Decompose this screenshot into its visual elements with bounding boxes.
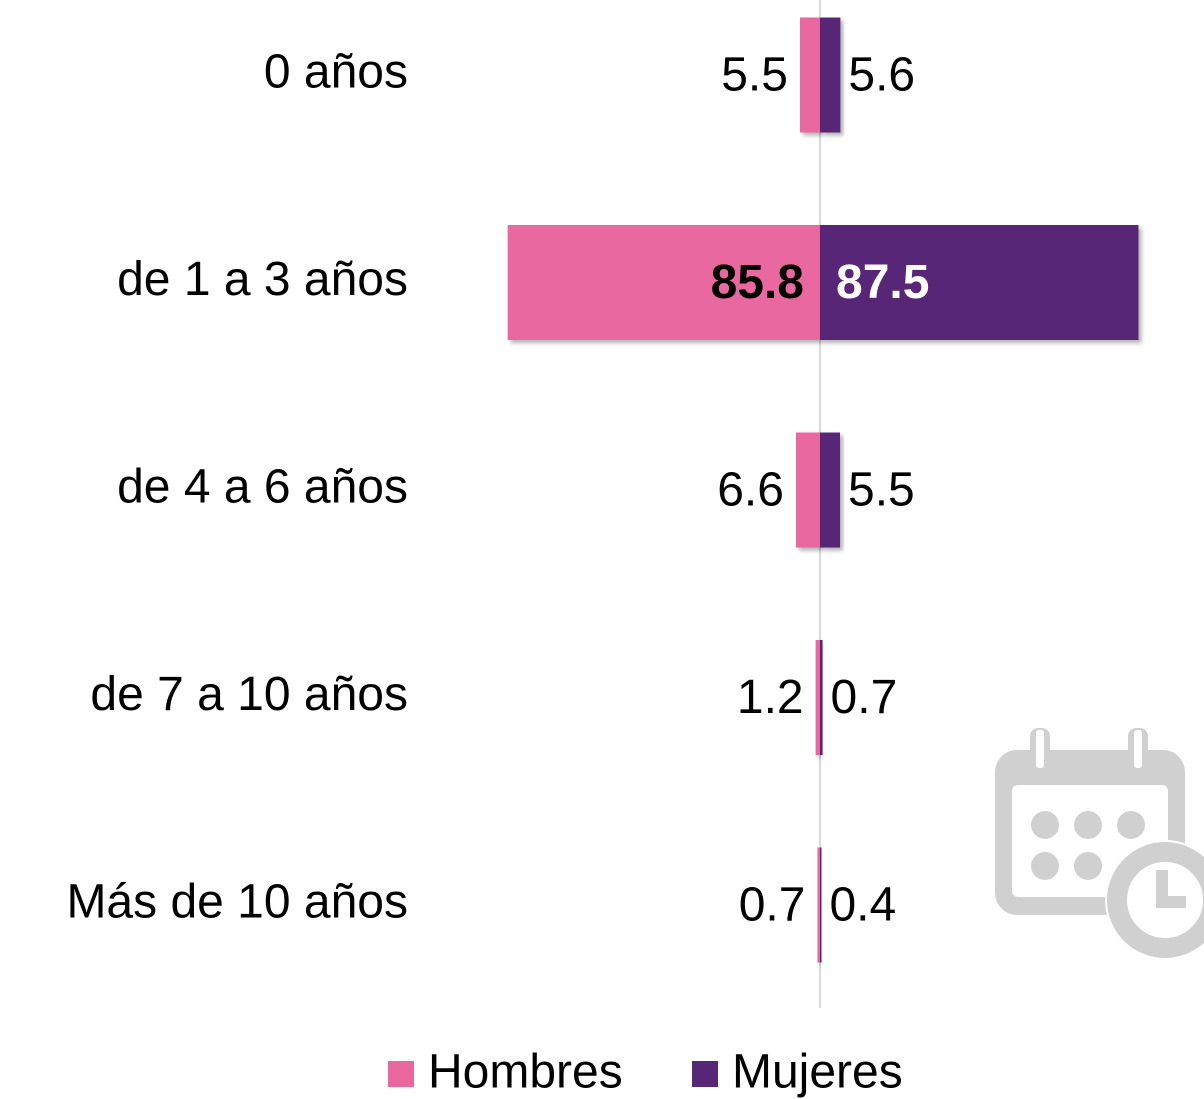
- value-label: 0.7: [831, 671, 898, 724]
- calendar-icon: [995, 728, 1204, 960]
- bar: [795, 432, 820, 548]
- value-label: 5.5: [721, 49, 788, 102]
- legend-swatch: [692, 1061, 718, 1087]
- bar: [820, 225, 1139, 340]
- bar: [817, 847, 820, 963]
- category-label: Más de 10 años: [66, 876, 408, 929]
- bar: [799, 17, 820, 133]
- value-label: 87.5: [836, 256, 929, 309]
- value-label: 0.4: [829, 879, 896, 932]
- value-label: 85.8: [711, 256, 804, 309]
- category-label: de 4 a 6 años: [117, 461, 408, 514]
- bar: [820, 640, 823, 755]
- value-label: 1.2: [737, 671, 804, 724]
- bar: [820, 17, 841, 133]
- bar: [820, 432, 841, 548]
- legend-label: Hombres: [428, 1046, 623, 1099]
- category-label: de 7 a 10 años: [90, 668, 408, 721]
- category-label: de 1 a 3 años: [117, 253, 408, 306]
- value-label: 0.7: [739, 879, 806, 932]
- legend-label: Mujeres: [732, 1046, 903, 1099]
- category-label: 0 años: [264, 46, 408, 99]
- bar: [507, 225, 820, 340]
- bar: [815, 640, 820, 755]
- value-label: 5.5: [848, 464, 915, 517]
- value-label: 6.6: [717, 464, 784, 517]
- legend-swatch: [388, 1061, 414, 1087]
- value-label: 5.6: [848, 49, 915, 102]
- bar: [820, 847, 822, 963]
